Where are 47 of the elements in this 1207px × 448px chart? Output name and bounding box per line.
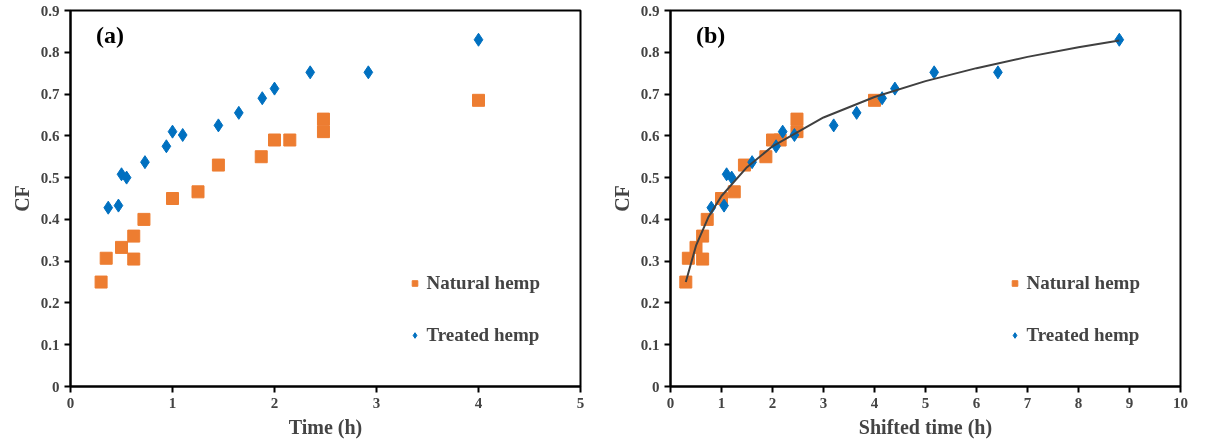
x-tick-label: 6 (972, 394, 981, 411)
y-tick-label: 0.8 (40, 44, 60, 61)
x-tick-label: 7 (1023, 394, 1032, 411)
legend-label: Treated hemp (426, 324, 540, 346)
x-tick-label: 1 (717, 394, 726, 411)
y-tick-label: 0.8 (640, 44, 660, 61)
x-axis-title: Time (h) (288, 415, 363, 439)
x-tick-label: 5 (576, 394, 585, 411)
annotation: (b) (696, 21, 726, 48)
legend-label: Treated hemp (1026, 324, 1140, 346)
x-tick-label: 2 (768, 394, 777, 411)
y-tick-label: 0.7 (640, 86, 660, 103)
y-axis-title: CF (10, 185, 33, 212)
x-tick-label: 4 (870, 394, 879, 411)
y-tick-label: 0.4 (640, 211, 660, 228)
y-tick-label: 0.5 (640, 169, 660, 186)
x-axis-title: Shifted time (h) (858, 415, 993, 439)
y-tick-label: 0 (652, 378, 660, 395)
x-tick-label: 2 (270, 394, 279, 411)
x-tick-label: 1 (168, 394, 177, 411)
y-tick-label: 0.9 (40, 2, 60, 19)
annotation: (a) (96, 21, 124, 48)
legend-label: Natural hemp (426, 272, 540, 294)
y-tick-label: 0.9 (640, 2, 660, 19)
x-tick-label: 5 (921, 394, 930, 411)
x-tick-label: 10 (1173, 394, 1188, 411)
y-tick-label: 0.4 (40, 211, 60, 228)
x-tick-label: 0 (66, 394, 75, 411)
x-tick-label: 3 (819, 394, 828, 411)
y-tick-label: 0.2 (640, 294, 660, 311)
y-tick-label: 0.1 (640, 336, 660, 353)
x-tick-label: 9 (1125, 394, 1134, 411)
y-tick-label: 0.3 (640, 253, 660, 270)
y-tick-label: 0.6 (40, 127, 60, 144)
y-tick-label: 0 (52, 378, 60, 395)
x-tick-label: 8 (1074, 394, 1083, 411)
y-tick-label: 0.2 (40, 294, 60, 311)
y-tick-label: 0.3 (40, 253, 60, 270)
legend-label: Natural hemp (1026, 272, 1140, 294)
y-tick-label: 0.1 (40, 336, 60, 353)
y-tick-label: 0.6 (640, 127, 660, 144)
x-tick-label: 3 (372, 394, 381, 411)
x-tick-label: 4 (474, 394, 483, 411)
y-axis-title: CF (610, 185, 633, 212)
x-tick-label: 0 (666, 394, 675, 411)
y-tick-label: 0.5 (40, 169, 60, 186)
y-tick-label: 0.7 (40, 86, 60, 103)
